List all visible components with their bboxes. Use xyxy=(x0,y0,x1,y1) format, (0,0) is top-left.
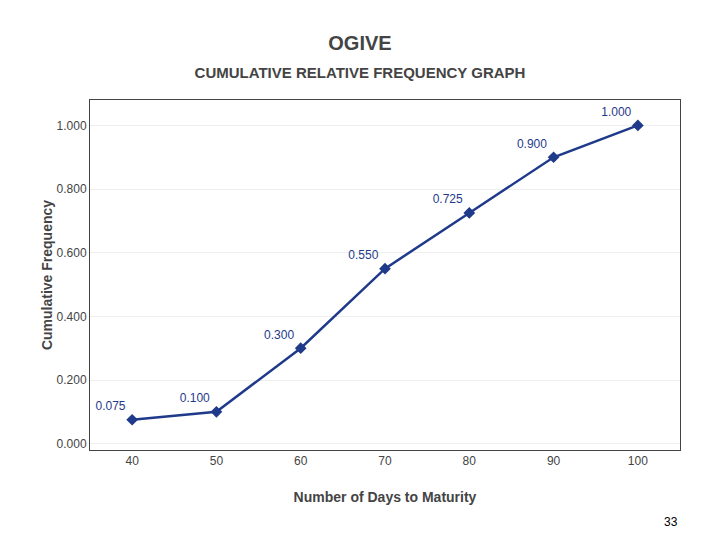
svg-text:1.000: 1.000 xyxy=(601,105,631,119)
svg-text:0.200: 0.200 xyxy=(57,373,87,387)
svg-text:OGIVE: OGIVE xyxy=(328,32,391,54)
svg-text:0.400: 0.400 xyxy=(57,310,87,324)
svg-text:Cumulative Frequency: Cumulative Frequency xyxy=(39,200,55,350)
svg-text:33: 33 xyxy=(664,515,678,529)
svg-text:CUMULATIVE RELATIVE FREQUENCY: CUMULATIVE RELATIVE FREQUENCY GRAPH xyxy=(195,64,526,81)
svg-text:0.075: 0.075 xyxy=(95,399,125,413)
svg-text:0.100: 0.100 xyxy=(180,391,210,405)
svg-text:0.300: 0.300 xyxy=(264,328,294,342)
svg-text:0.550: 0.550 xyxy=(348,248,378,262)
svg-text:0.600: 0.600 xyxy=(57,246,87,260)
svg-text:70: 70 xyxy=(378,454,392,468)
svg-text:40: 40 xyxy=(125,454,139,468)
svg-text:50: 50 xyxy=(210,454,224,468)
svg-text:80: 80 xyxy=(463,454,477,468)
svg-text:0.800: 0.800 xyxy=(57,182,87,196)
svg-text:60: 60 xyxy=(294,454,308,468)
svg-text:Number of Days to Maturity: Number of Days to Maturity xyxy=(294,489,477,505)
svg-text:100: 100 xyxy=(628,454,648,468)
svg-text:0.725: 0.725 xyxy=(433,192,463,206)
svg-text:0.900: 0.900 xyxy=(517,137,547,151)
svg-text:1.000: 1.000 xyxy=(57,119,87,133)
svg-text:90: 90 xyxy=(547,454,561,468)
svg-text:0.000: 0.000 xyxy=(57,437,87,451)
